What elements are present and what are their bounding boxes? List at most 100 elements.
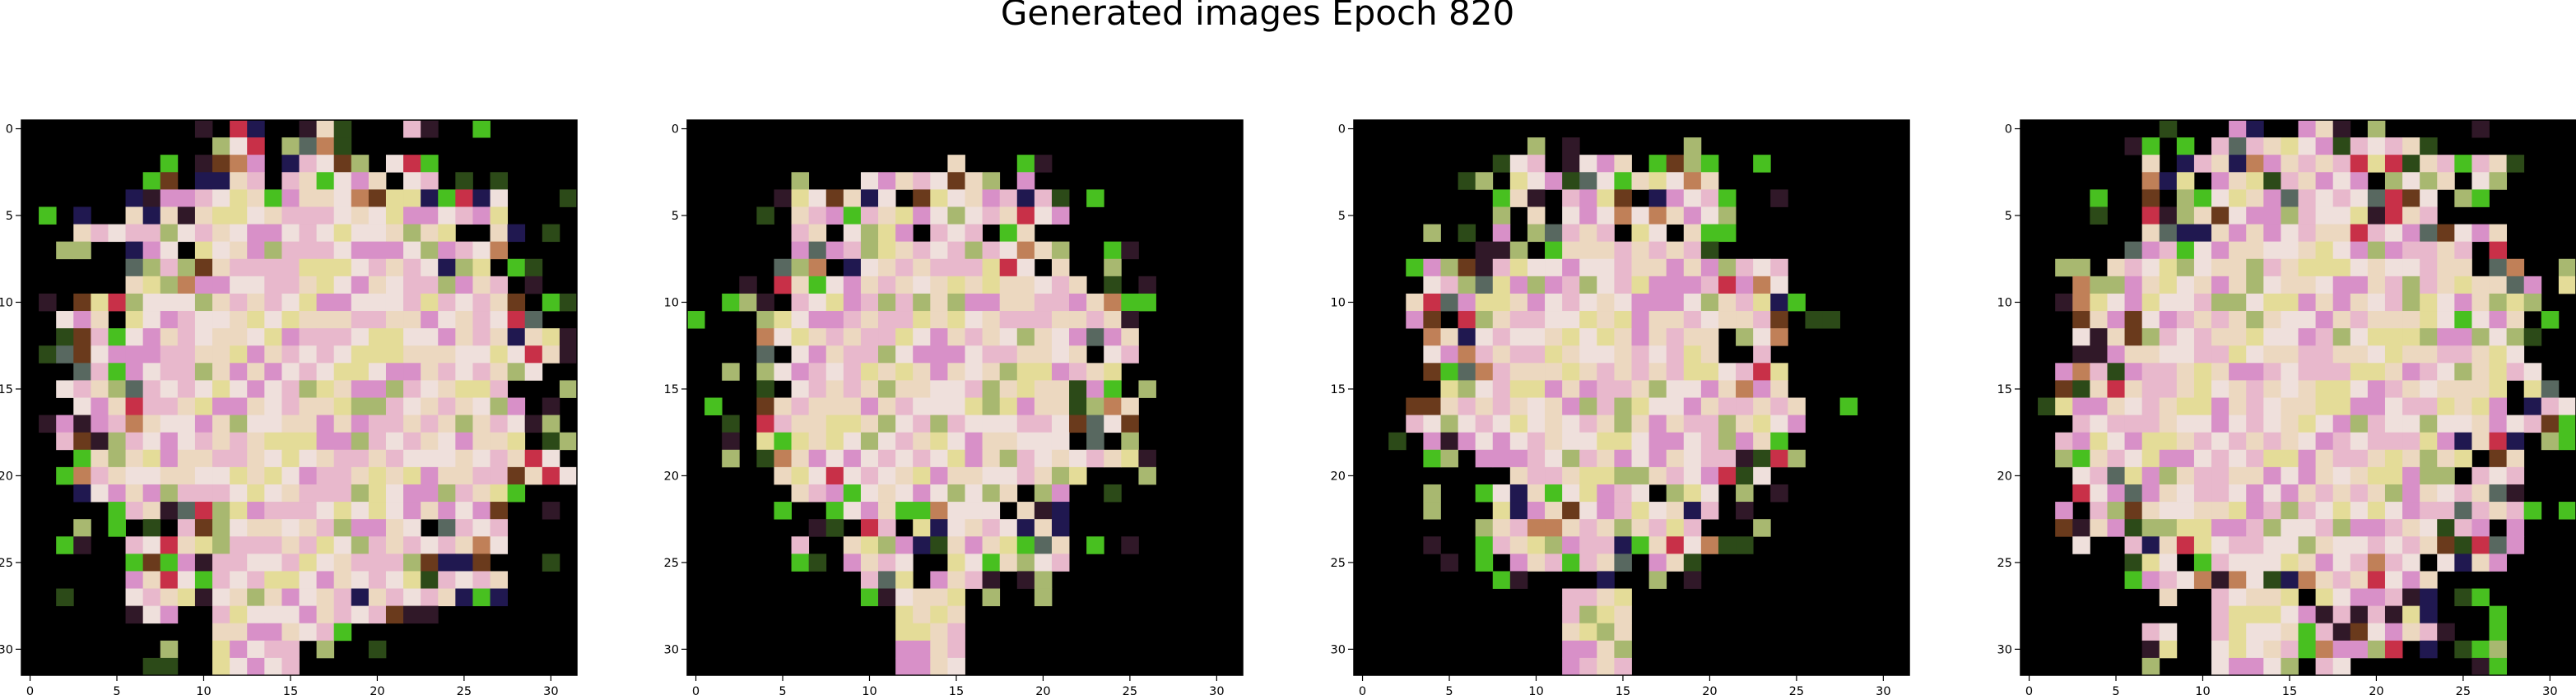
pixel-cell (1597, 502, 1615, 520)
pixel-cell (1579, 172, 1597, 190)
pixel-cell (490, 397, 509, 415)
pixel-cell (333, 155, 352, 173)
axes-frame (21, 119, 578, 676)
pixel-cell (2107, 519, 2125, 537)
pixel-cell (2489, 484, 2508, 503)
pixel-cell (999, 536, 1018, 554)
pixel-cell (385, 484, 404, 503)
pixel-cell (860, 519, 879, 537)
pixel-cell (2246, 449, 2264, 468)
pixel-cell (2211, 311, 2230, 329)
pixel-cell (2454, 519, 2472, 537)
pixel-cell (2315, 241, 2334, 260)
pixel-cell (142, 345, 161, 364)
pixel-cell (1458, 432, 1476, 451)
pixel-cell (212, 519, 230, 537)
pixel-cell (299, 206, 317, 225)
pixel-cell (316, 536, 335, 554)
pixel-cell (2072, 258, 2090, 277)
pixel-cell (825, 380, 844, 398)
pixel-cell (2246, 363, 2264, 381)
pixel-cell (177, 449, 196, 468)
pixel-cell (281, 363, 300, 381)
pixel-cell (230, 623, 248, 642)
pixel-cell (2193, 502, 2212, 520)
pixel-cell (316, 363, 335, 381)
pixel-cell (1545, 519, 1563, 537)
pixel-cell (1753, 519, 1771, 537)
pixel-cell (1631, 397, 1649, 415)
pixel-cell (351, 449, 370, 468)
pixel-cell (965, 380, 983, 398)
pixel-cell (2437, 623, 2455, 642)
pixel-cell (1545, 449, 1563, 468)
pixel-cell (2420, 397, 2438, 415)
pixel-cell (230, 206, 248, 225)
pixel-cell (281, 449, 300, 468)
pixel-cell (2298, 605, 2316, 624)
pixel-cell (264, 397, 282, 415)
pixel-cell (2471, 189, 2490, 207)
pixel-cell (2124, 258, 2143, 277)
x-tick-label: 10 (862, 685, 876, 695)
pixel-cell (455, 449, 473, 468)
pixel-cell (2229, 502, 2247, 520)
pixel-cell (421, 172, 439, 190)
pixel-cell (878, 241, 896, 260)
x-tick-label: 30 (1876, 685, 1890, 695)
pixel-cell (421, 206, 439, 225)
pixel-cell (2367, 415, 2386, 433)
pixel-cell (930, 206, 948, 225)
pixel-cell (333, 328, 352, 346)
pixel-cell (1718, 397, 1737, 415)
pixel-cell (965, 519, 983, 537)
pixel-cell (1069, 328, 1087, 346)
pixel-cell (299, 449, 317, 468)
pixel-cell (1770, 449, 1788, 468)
pixel-cell (403, 380, 421, 398)
pixel-cell (212, 623, 230, 642)
pixel-cell (125, 484, 144, 503)
pixel-cell (2420, 432, 2438, 451)
pixel-cell (2141, 241, 2160, 260)
pixel-cell (160, 571, 179, 589)
pixel-cell (1509, 380, 1528, 398)
pixel-cell (2281, 623, 2299, 642)
pixel-cell (2281, 380, 2299, 398)
pixel-cell (2038, 397, 2056, 415)
pixel-cell (2315, 502, 2334, 520)
pixel-cell (965, 536, 983, 554)
pixel-cell (472, 536, 491, 554)
pixel-cell (2315, 397, 2334, 415)
pixel-cell (2159, 328, 2178, 346)
pixel-cell (385, 328, 404, 346)
pixel-cell (177, 502, 196, 520)
pixel-cell (247, 449, 265, 468)
pixel-cell (1683, 224, 1702, 243)
pixel-cell (843, 554, 862, 572)
pixel-cell (455, 345, 473, 364)
pixel-cell (1406, 311, 1424, 329)
pixel-cell (438, 328, 456, 346)
pixel-cell (2489, 605, 2508, 624)
pixel-cell (965, 502, 983, 520)
pixel-cell (2454, 293, 2472, 312)
pixel-cell (230, 449, 248, 468)
pixel-cell (507, 397, 526, 415)
pixel-cell (385, 536, 404, 554)
axes-frame (1353, 119, 1910, 676)
pixel-cell (1614, 415, 1632, 433)
pixel-cell (1016, 206, 1035, 225)
pixel-cell (230, 657, 248, 676)
pixel-cell (351, 155, 370, 173)
pixel-cell (264, 206, 282, 225)
pixel-cell (438, 293, 456, 312)
pixel-cell (1770, 328, 1788, 346)
pixel-cell (1666, 328, 1685, 346)
pixel-cell (2420, 258, 2438, 277)
pixel-cell (2298, 519, 2316, 537)
pixel-cell (774, 449, 792, 468)
pixel-cell (194, 380, 213, 398)
pixel-cell (2454, 258, 2472, 277)
pixel-cell (1753, 276, 1771, 294)
